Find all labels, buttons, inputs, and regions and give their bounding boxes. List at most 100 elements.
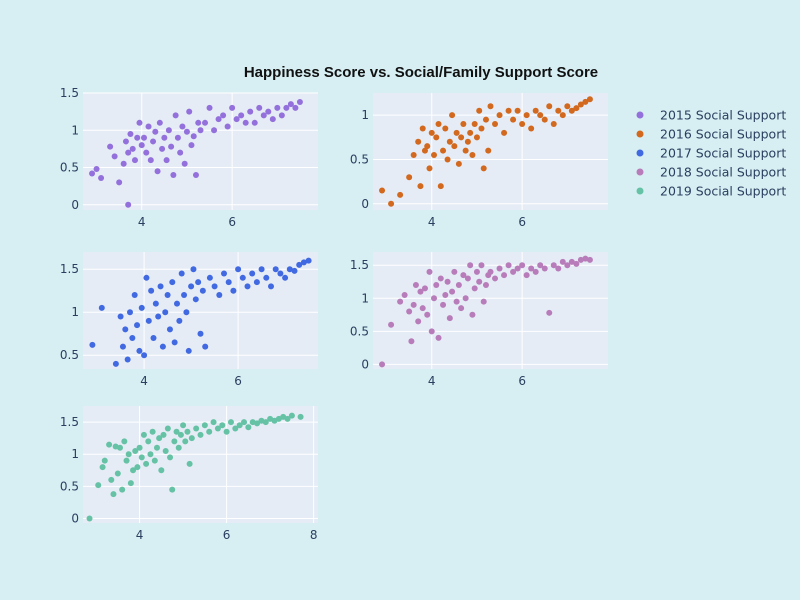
data-point[interactable] bbox=[397, 191, 404, 198]
data-point[interactable] bbox=[433, 134, 440, 141]
data-point[interactable] bbox=[462, 147, 469, 154]
data-point[interactable] bbox=[559, 258, 566, 265]
data-point[interactable] bbox=[210, 419, 217, 426]
data-point[interactable] bbox=[89, 341, 96, 348]
data-point[interactable] bbox=[220, 112, 227, 119]
data-point[interactable] bbox=[455, 160, 462, 167]
data-point[interactable] bbox=[415, 318, 422, 325]
data-point[interactable] bbox=[150, 138, 157, 145]
data-point[interactable] bbox=[89, 170, 96, 177]
data-point[interactable] bbox=[186, 108, 193, 115]
data-point[interactable] bbox=[444, 278, 451, 285]
data-point[interactable] bbox=[397, 298, 404, 305]
data-point[interactable] bbox=[467, 262, 474, 269]
data-point[interactable] bbox=[177, 431, 184, 438]
data-point[interactable] bbox=[99, 464, 106, 471]
data-point[interactable] bbox=[117, 313, 124, 320]
data-point[interactable] bbox=[162, 309, 169, 316]
data-point[interactable] bbox=[464, 138, 471, 145]
data-point[interactable] bbox=[188, 142, 195, 149]
data-point[interactable] bbox=[435, 334, 442, 341]
data-point[interactable] bbox=[480, 165, 487, 172]
data-point[interactable] bbox=[152, 128, 159, 135]
data-point[interactable] bbox=[455, 282, 462, 289]
data-point[interactable] bbox=[129, 145, 136, 152]
data-point[interactable] bbox=[236, 422, 243, 429]
data-point[interactable] bbox=[568, 258, 575, 265]
data-point[interactable] bbox=[134, 322, 141, 329]
data-point[interactable] bbox=[138, 142, 145, 149]
data-point[interactable] bbox=[501, 129, 508, 136]
data-point[interactable] bbox=[471, 121, 478, 128]
data-point[interactable] bbox=[158, 467, 165, 474]
data-point[interactable] bbox=[487, 268, 494, 275]
data-point[interactable] bbox=[245, 424, 252, 431]
data-point[interactable] bbox=[143, 460, 150, 467]
data-point[interactable] bbox=[451, 143, 458, 150]
data-point[interactable] bbox=[163, 157, 170, 164]
data-point[interactable] bbox=[171, 339, 178, 346]
data-point[interactable] bbox=[174, 300, 180, 307]
data-point[interactable] bbox=[268, 283, 274, 290]
data-point[interactable] bbox=[121, 438, 128, 445]
data-point[interactable] bbox=[265, 108, 272, 115]
data-point[interactable] bbox=[225, 279, 232, 286]
data-point[interactable] bbox=[175, 444, 182, 451]
data-point[interactable] bbox=[159, 343, 166, 350]
data-point[interactable] bbox=[476, 107, 483, 114]
data-point[interactable] bbox=[408, 338, 415, 345]
data-point[interactable] bbox=[195, 119, 202, 126]
data-point[interactable] bbox=[197, 330, 204, 337]
data-point[interactable] bbox=[119, 343, 126, 350]
data-point[interactable] bbox=[419, 305, 426, 312]
data-point[interactable] bbox=[188, 283, 195, 290]
data-point[interactable] bbox=[546, 309, 553, 316]
data-point[interactable] bbox=[253, 279, 260, 286]
data-point[interactable] bbox=[451, 268, 458, 275]
data-point[interactable] bbox=[108, 476, 115, 483]
data-point[interactable] bbox=[160, 431, 167, 438]
data-point[interactable] bbox=[278, 112, 285, 119]
data-point[interactable] bbox=[537, 262, 544, 269]
data-point[interactable] bbox=[169, 486, 176, 493]
data-point[interactable] bbox=[426, 165, 433, 172]
data-point[interactable] bbox=[541, 265, 548, 272]
data-point[interactable] bbox=[173, 428, 180, 435]
data-point[interactable] bbox=[98, 174, 105, 181]
data-point[interactable] bbox=[274, 104, 281, 111]
data-point[interactable] bbox=[564, 262, 571, 269]
data-point[interactable] bbox=[165, 127, 172, 134]
data-point[interactable] bbox=[98, 304, 105, 311]
data-point[interactable] bbox=[532, 268, 539, 275]
data-point[interactable] bbox=[282, 274, 289, 281]
data-point[interactable] bbox=[431, 152, 438, 159]
data-point[interactable] bbox=[460, 272, 467, 279]
data-point[interactable] bbox=[178, 270, 185, 277]
data-point[interactable] bbox=[458, 305, 465, 312]
data-point[interactable] bbox=[116, 444, 123, 451]
data-point[interactable] bbox=[586, 96, 593, 103]
data-point[interactable] bbox=[131, 292, 138, 299]
data-point[interactable] bbox=[168, 143, 175, 150]
data-point[interactable] bbox=[260, 112, 267, 119]
data-point[interactable] bbox=[127, 480, 134, 487]
data-point[interactable] bbox=[159, 145, 166, 152]
data-point[interactable] bbox=[514, 107, 521, 114]
data-point[interactable] bbox=[136, 444, 143, 451]
data-point[interactable] bbox=[149, 428, 156, 435]
data-point[interactable] bbox=[127, 130, 134, 137]
data-point[interactable] bbox=[229, 104, 236, 111]
data-point[interactable] bbox=[464, 275, 471, 282]
data-point[interactable] bbox=[528, 265, 535, 272]
data-point[interactable] bbox=[501, 272, 508, 279]
data-point[interactable] bbox=[155, 313, 162, 320]
data-point[interactable] bbox=[156, 119, 163, 126]
data-point[interactable] bbox=[453, 129, 460, 136]
data-point[interactable] bbox=[424, 311, 431, 318]
data-point[interactable] bbox=[510, 268, 517, 275]
data-point[interactable] bbox=[449, 288, 456, 295]
data-point[interactable] bbox=[111, 153, 118, 160]
data-point[interactable] bbox=[206, 104, 213, 111]
data-point[interactable] bbox=[112, 360, 119, 367]
data-point[interactable] bbox=[410, 301, 417, 308]
